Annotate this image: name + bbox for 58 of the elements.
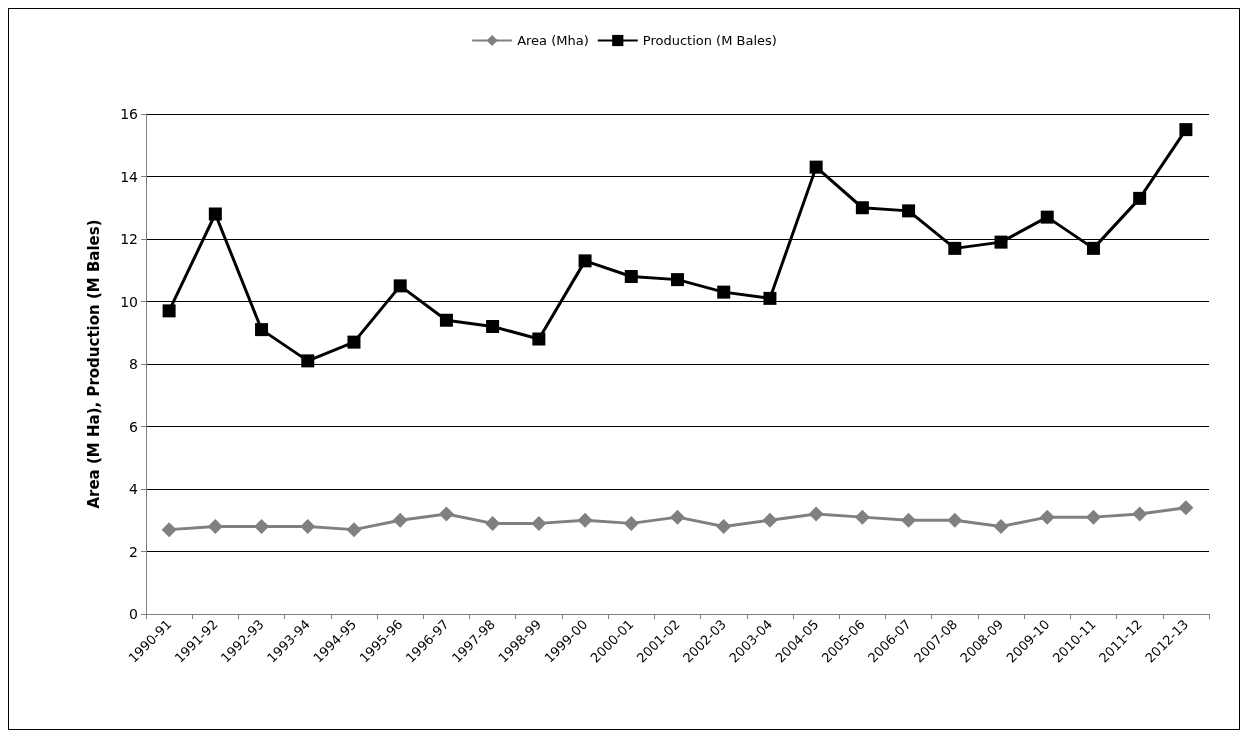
point [577, 512, 593, 528]
point [392, 512, 408, 528]
point [1040, 210, 1054, 224]
point [531, 515, 547, 531]
point [1179, 123, 1193, 137]
point [717, 285, 731, 299]
point [438, 506, 454, 522]
y-tick-label: 14 [120, 168, 139, 185]
point [393, 279, 407, 293]
y-tick-label: 12 [120, 231, 138, 247]
point [854, 509, 870, 525]
y-axis-title: Area (M Ha), Production (M Bales) [84, 219, 103, 509]
point [1132, 506, 1148, 522]
point [808, 506, 824, 522]
y-tick-label: 6 [129, 418, 139, 435]
point [208, 207, 222, 221]
point [670, 509, 685, 525]
point [207, 519, 223, 534]
point [1086, 241, 1100, 255]
point [855, 201, 869, 215]
y-tick-label: 2 [129, 543, 138, 560]
point [1039, 509, 1055, 525]
point [161, 522, 177, 538]
point [300, 519, 316, 534]
point [254, 519, 270, 534]
point [532, 332, 546, 346]
point [716, 519, 732, 534]
point [902, 204, 916, 218]
point [624, 270, 638, 283]
point [301, 354, 315, 368]
y-tick-label: 16 [120, 106, 139, 122]
point [623, 515, 639, 531]
point [809, 160, 823, 174]
point [162, 304, 176, 318]
point [1133, 191, 1147, 205]
y-tick-label: 10 [120, 293, 138, 310]
point [439, 313, 453, 327]
point [762, 512, 778, 528]
point [1178, 500, 1194, 516]
point [485, 515, 501, 531]
point [1085, 509, 1101, 525]
point [346, 522, 362, 538]
point [578, 254, 592, 268]
y-tick-label: 0 [129, 606, 138, 622]
point [901, 512, 917, 528]
legend-label: Area (Mha) [517, 33, 589, 48]
legend-label: Production (M Bales) [642, 33, 777, 48]
y-tick-label: 8 [129, 356, 138, 372]
point [993, 519, 1009, 534]
point [486, 320, 500, 333]
point [948, 241, 962, 255]
y-tick-label: 4 [129, 481, 139, 497]
point [255, 323, 269, 337]
point [671, 273, 684, 287]
point [947, 512, 963, 528]
point [347, 335, 361, 349]
point [763, 291, 777, 305]
point [994, 235, 1008, 249]
